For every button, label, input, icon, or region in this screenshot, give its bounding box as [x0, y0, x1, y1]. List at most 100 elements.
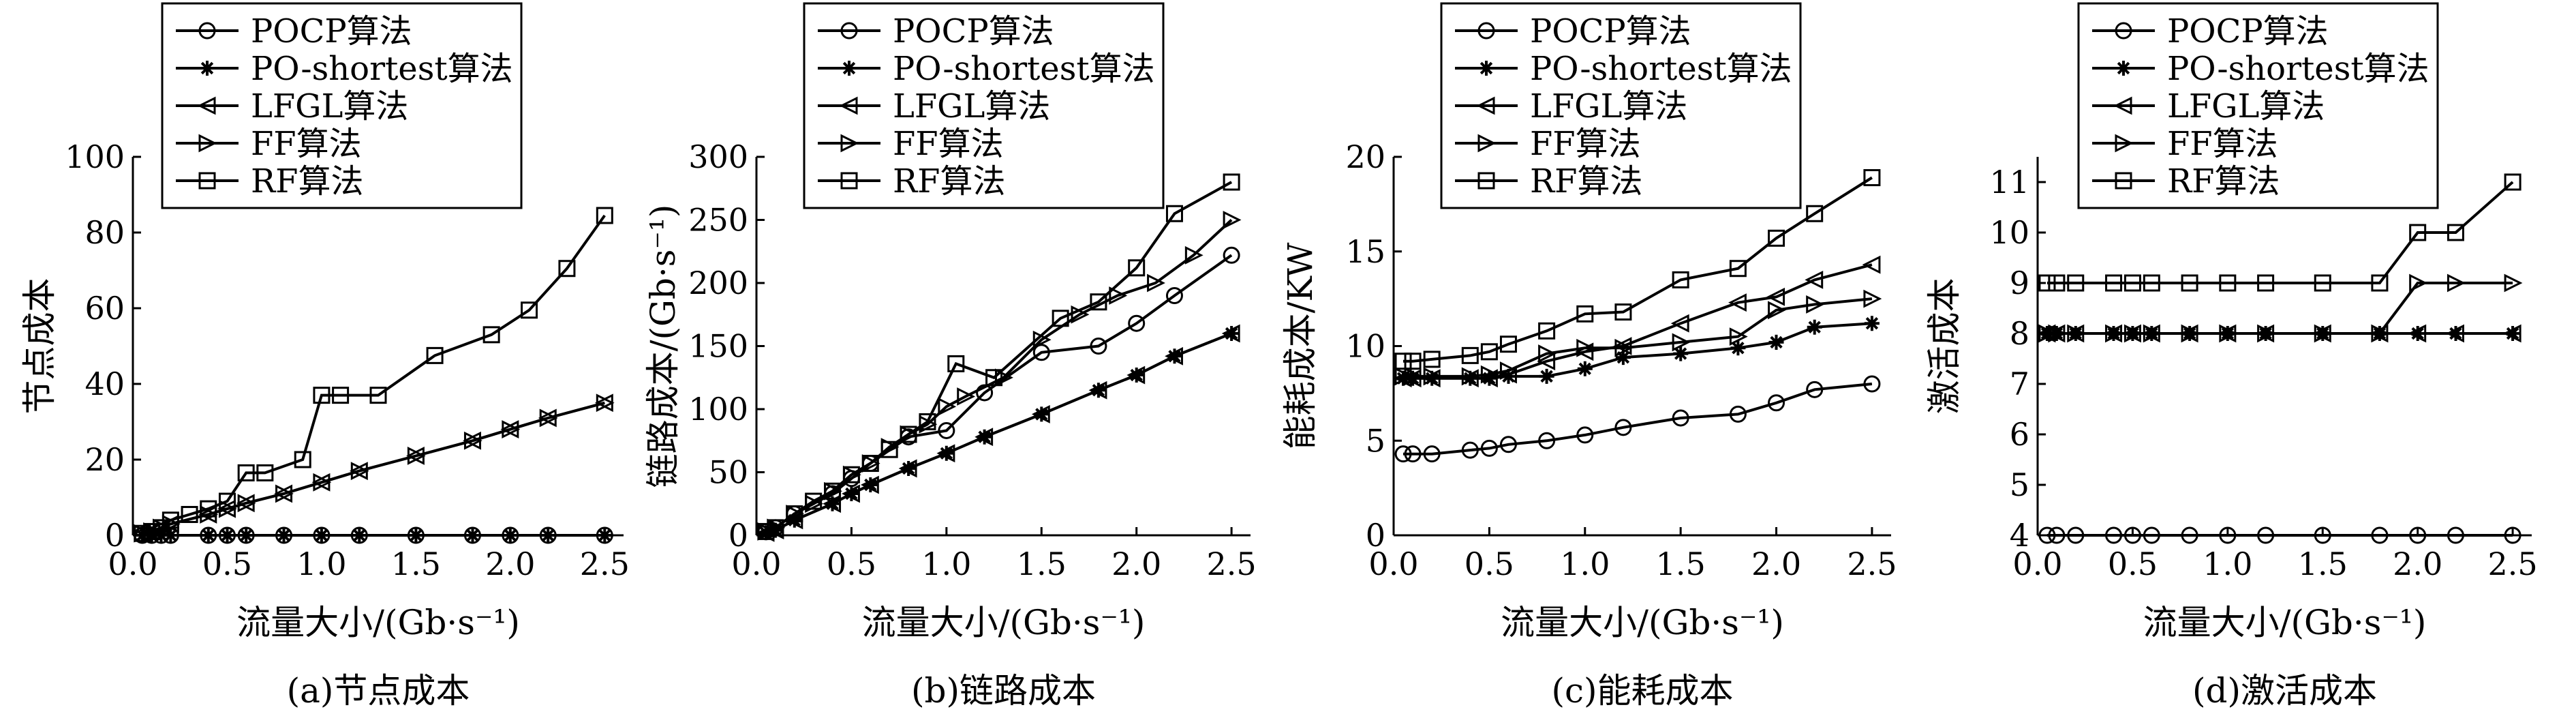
data-point — [1404, 367, 1423, 386]
y-tick-label: 80 — [85, 214, 125, 251]
data-point — [1576, 338, 1595, 357]
y-tick-labels: 0 20 40 60 80 100 — [65, 138, 125, 554]
legend-item-1: POCP算法 — [2092, 12, 2329, 50]
data-point — [1461, 346, 1479, 364]
x-tick-labels: 0.0 0.5 1.0 1.5 2.0 2.5 — [108, 546, 629, 582]
data-point — [1614, 419, 1632, 436]
data-point — [2123, 274, 2141, 292]
data-point — [1165, 287, 1183, 304]
data-point — [163, 528, 179, 543]
data-point — [1614, 303, 1632, 321]
legend-item-4: FF算法 — [176, 125, 362, 163]
data-point — [502, 528, 518, 543]
data-point — [824, 482, 842, 500]
x-tick-label: 0.5 — [827, 546, 876, 582]
legend-marker — [2113, 96, 2132, 115]
data-point — [2409, 224, 2427, 241]
series-5 — [2038, 173, 2521, 292]
y-tick-label: 60 — [85, 290, 125, 327]
data-point — [2447, 273, 2466, 293]
data-point — [1223, 173, 1240, 191]
data-point — [1394, 353, 1412, 370]
data-point — [2143, 324, 2162, 343]
series-5 — [1394, 169, 1881, 370]
data-point — [1223, 211, 1242, 229]
data-point — [1088, 381, 1107, 400]
data-point — [786, 505, 803, 523]
legend-item-2: PO-shortest算法 — [1455, 50, 1792, 88]
legend-marker — [1477, 172, 1495, 190]
data-point — [181, 505, 198, 523]
data-point — [1672, 409, 1689, 427]
data-point — [2257, 526, 2275, 544]
data-point — [1538, 432, 1556, 449]
legend-marker — [840, 134, 859, 153]
data-point — [2105, 274, 2123, 292]
data-point — [1729, 260, 1747, 278]
data-point — [1423, 367, 1442, 386]
legend-label: LFGL算法 — [893, 87, 1050, 125]
x-tick-label: 1.5 — [1656, 546, 1706, 582]
series-line — [1403, 176, 1873, 363]
legend-item-3: LFGL算法 — [2092, 87, 2325, 125]
y-tick-label: 5 — [1366, 422, 1385, 459]
data-point — [2409, 273, 2428, 293]
legend-marker — [840, 172, 858, 190]
legend-item-4: FF算法 — [818, 125, 1004, 163]
chart-caption: (b)链路成本 — [911, 671, 1096, 711]
data-point — [1480, 439, 1498, 457]
y-tick-label: 250 — [688, 202, 748, 239]
data-point — [2447, 224, 2464, 241]
data-point — [805, 492, 823, 510]
data-point — [1805, 270, 1824, 289]
data-point — [2504, 173, 2521, 191]
x-tick-label: 1.5 — [2298, 546, 2348, 582]
y-tick-label: 10 — [1345, 328, 1385, 365]
legend-item-2: PO-shortest算法 — [176, 50, 513, 88]
y-tick-label: 9 — [2010, 265, 2029, 301]
legend-marker — [839, 96, 858, 115]
legend-item-4: FF算法 — [2092, 125, 2278, 163]
data-point — [1806, 381, 1824, 398]
data-point — [2446, 324, 2464, 343]
x-tick-label: 1.5 — [391, 546, 441, 582]
data-point — [985, 369, 1003, 387]
data-point — [2181, 526, 2198, 544]
legend-marker — [842, 61, 857, 76]
data-point — [1577, 361, 1593, 376]
legend-marker — [2115, 172, 2132, 190]
data-point — [596, 393, 615, 413]
chart-panel-a: 0.0 0.5 1.0 1.5 2.0 2.5 0 20 40 60 80 100 流量大小/(Gb·s… — [20, 2, 630, 711]
data-point — [313, 387, 331, 404]
data-point — [1730, 340, 1746, 356]
data-point — [1806, 295, 1825, 314]
legend-marker — [2115, 22, 2132, 40]
series-5 — [757, 173, 1240, 540]
y-tick-label: 150 — [688, 328, 748, 365]
legend-label: RF算法 — [2167, 162, 2280, 200]
y-tick-label: 5 — [2010, 466, 2029, 503]
data-point — [2447, 526, 2464, 544]
series-3 — [1393, 255, 1881, 388]
x-tick-labels: 0.0 0.5 1.0 1.5 2.0 2.5 — [2012, 546, 2537, 582]
y-tick-label: 50 — [708, 454, 748, 491]
x-tick-label: 0.5 — [202, 546, 252, 582]
y-tick-label: 0 — [729, 517, 748, 554]
data-point — [332, 387, 350, 404]
y-tick-label: 100 — [65, 138, 125, 175]
legend-item-3: LFGL算法 — [176, 87, 408, 125]
legend-marker — [1477, 22, 1495, 40]
x-tick-label: 0.0 — [108, 546, 157, 582]
chart-panel-d: 0.0 0.5 1.0 1.5 2.0 2.5 4 5 6 7 8 9 10 11 流量大小/(Gb·s⁻¹… — [1925, 2, 2538, 711]
data-point — [1461, 441, 1479, 459]
y-tick-label: 8 — [2010, 315, 2029, 352]
data-point — [1394, 445, 1412, 463]
data-point — [2371, 274, 2389, 292]
data-point — [1109, 286, 1128, 305]
data-point — [1165, 205, 1183, 222]
data-point — [521, 301, 538, 319]
data-point — [369, 387, 387, 404]
x-tick-label: 1.0 — [921, 546, 971, 582]
